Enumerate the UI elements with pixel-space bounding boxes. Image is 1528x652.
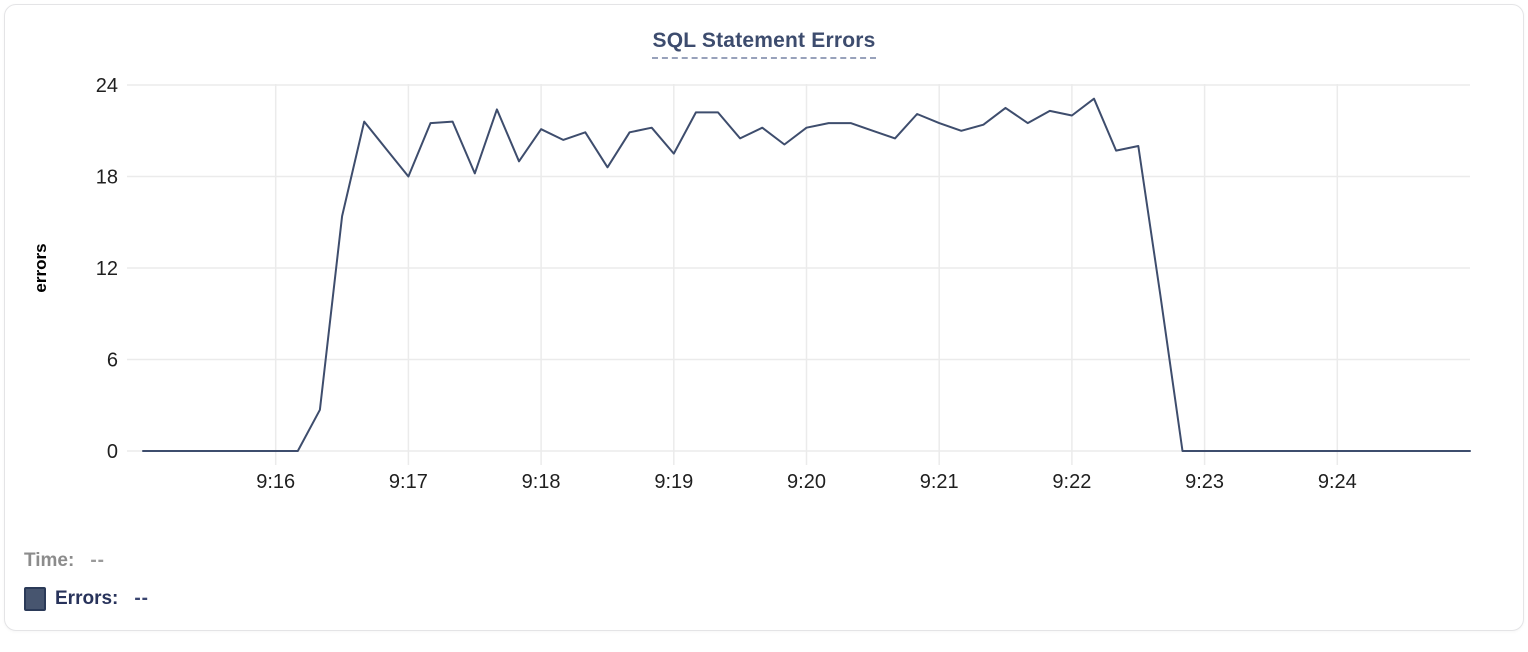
x-tick-label: 9:21	[920, 471, 959, 493]
x-tick-label: 9:17	[389, 471, 428, 493]
x-tick-label: 9:20	[787, 471, 826, 493]
x-tick-label: 9:24	[1318, 471, 1357, 493]
legend-time-label: Time:	[24, 550, 75, 571]
x-tick-label: 9:18	[522, 471, 561, 493]
legend-errors-label: Errors:	[55, 588, 119, 609]
errors-series-swatch-icon	[24, 587, 46, 611]
y-tick-label: 6	[107, 350, 118, 372]
y-tick-label: 0	[107, 441, 118, 463]
chart-title[interactable]: SQL Statement Errors	[652, 29, 876, 59]
legend-time-value: --	[90, 550, 105, 571]
sql-statement-errors-chart[interactable]: 9:16 9:17 9:18 9:19 9:20 9:21 9:22 9:23 9:24 0 6 12…	[0, 0, 1528, 520]
y-tick-label: 24	[96, 75, 118, 97]
y-tick-label: 12	[96, 258, 118, 280]
legend-row-errors: Errors: --	[24, 587, 149, 611]
x-tick-label: 9:23	[1185, 471, 1224, 493]
x-tick-label: 9:16	[256, 471, 295, 493]
chart-card	[4, 4, 1524, 631]
legend-row-time: Time: --	[24, 549, 149, 573]
x-tick-label: 9:22	[1052, 471, 1091, 493]
legend-errors-value: --	[134, 588, 150, 609]
chart-title-row: SQL Statement Errors	[0, 29, 1528, 59]
x-tick-label: 9:19	[654, 471, 693, 493]
y-tick-label: 18	[96, 167, 118, 189]
y-axis-label: errors	[31, 243, 50, 292]
errors-series-line	[142, 97, 1471, 452]
chart-legend: Time: -- Errors: --	[24, 549, 149, 611]
